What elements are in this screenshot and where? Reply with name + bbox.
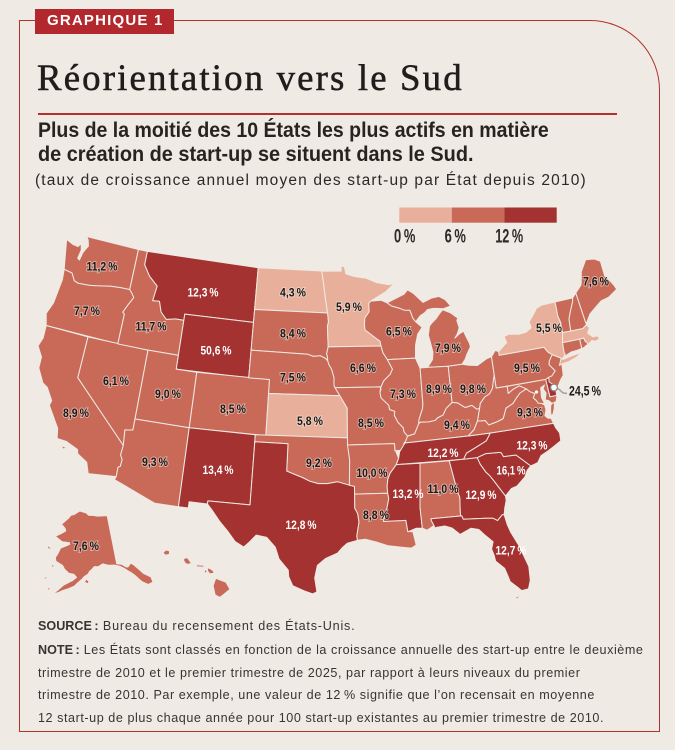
svg-text:12,7 %: 12,7 %	[496, 544, 527, 558]
svg-text:8,5 %: 8,5 %	[220, 402, 246, 416]
svg-text:7,3 %: 7,3 %	[390, 387, 416, 401]
svg-text:50,6 %: 50,6 %	[201, 344, 232, 358]
svg-text:8,4 %: 8,4 %	[280, 327, 306, 341]
svg-text:12 %: 12 %	[495, 227, 523, 248]
svg-text:5,5 %: 5,5 %	[536, 321, 562, 335]
svg-text:24,5 %: 24,5 %	[569, 384, 601, 399]
svg-text:9,0 %: 9,0 %	[155, 387, 181, 401]
svg-text:13,2 %: 13,2 %	[393, 487, 424, 501]
svg-text:7,6 %: 7,6 %	[73, 539, 99, 553]
svg-text:7,5 %: 7,5 %	[280, 371, 306, 385]
svg-text:11,0 %: 11,0 %	[428, 482, 459, 496]
svg-text:5,9 %: 5,9 %	[336, 300, 362, 314]
svg-text:11,2 %: 11,2 %	[87, 260, 118, 274]
svg-text:8,9 %: 8,9 %	[426, 382, 452, 396]
svg-text:12,2 %: 12,2 %	[428, 446, 459, 460]
svg-text:8,8 %: 8,8 %	[363, 508, 389, 522]
svg-text:8,5 %: 8,5 %	[358, 416, 384, 430]
svg-text:9,3 %: 9,3 %	[517, 406, 543, 420]
svg-text:9,8 %: 9,8 %	[460, 382, 486, 396]
svg-text:12,3 %: 12,3 %	[188, 286, 219, 300]
svg-text:5,8 %: 5,8 %	[297, 414, 323, 428]
svg-text:6,6 %: 6,6 %	[350, 361, 376, 375]
svg-text:6 %: 6 %	[445, 227, 466, 248]
svg-text:12,3 %: 12,3 %	[517, 439, 548, 453]
svg-text:10,0 %: 10,0 %	[357, 466, 388, 480]
svg-text:16,1 %: 16,1 %	[497, 464, 526, 478]
svg-text:6,5 %: 6,5 %	[386, 325, 412, 339]
svg-text:7,9 %: 7,9 %	[435, 341, 461, 355]
svg-text:13,4 %: 13,4 %	[203, 463, 234, 477]
svg-text:9,3 %: 9,3 %	[142, 455, 168, 469]
svg-text:12,9 %: 12,9 %	[466, 488, 497, 502]
svg-text:9,2 %: 9,2 %	[306, 456, 332, 470]
svg-text:11,7 %: 11,7 %	[136, 320, 167, 334]
svg-text:7,7 %: 7,7 %	[74, 304, 100, 318]
svg-text:7,6 %: 7,6 %	[583, 275, 609, 289]
svg-text:0 %: 0 %	[394, 227, 415, 248]
svg-text:4,3 %: 4,3 %	[280, 286, 306, 300]
svg-text:6,1 %: 6,1 %	[103, 374, 129, 388]
svg-text:8,9 %: 8,9 %	[63, 406, 89, 420]
svg-text:9,5 %: 9,5 %	[514, 361, 540, 375]
svg-text:9,4 %: 9,4 %	[444, 418, 470, 432]
svg-text:12,8 %: 12,8 %	[286, 518, 317, 532]
